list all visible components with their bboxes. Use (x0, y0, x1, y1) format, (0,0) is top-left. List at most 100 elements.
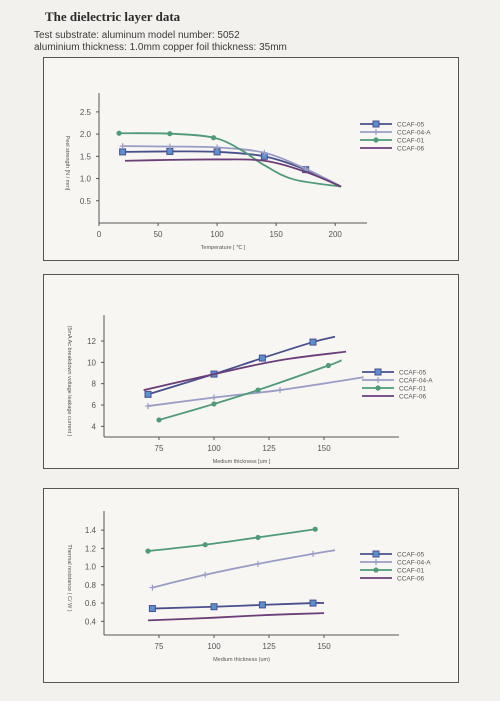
legend-marker-ccaf-04-a (373, 559, 379, 565)
data-point-ccaf-01 (255, 534, 261, 541)
data-point-ccaf-01 (145, 548, 151, 554)
data-point-ccaf-04-a (261, 149, 268, 156)
legend-marker-ccaf-04-a (375, 377, 381, 383)
legend-label: CCAF-04-A (397, 130, 431, 137)
y-tick-label: 2.5 (80, 108, 92, 117)
data-point-ccaf-05 (309, 599, 317, 607)
x-tick-label: 100 (207, 642, 221, 651)
x-tick-label: 0 (97, 230, 102, 239)
y-tick-label: 1.0 (85, 563, 97, 572)
x-axis-label: Temperature [ ℃ ] (201, 245, 246, 251)
legend-marker-ccaf-01 (375, 385, 381, 391)
data-point-ccaf-01 (325, 362, 331, 369)
panel-peel-strength: 0.5 1.0 1.5 2.0 2.5 0 50 100 150 200 Temperature [… (43, 57, 459, 261)
legend-marker-ccaf-05 (372, 550, 380, 558)
y-tick-label: 2.0 (80, 130, 92, 139)
x-tick-label: 150 (317, 642, 331, 651)
series-line-ccaf-04-a (152, 549, 336, 589)
legend-label: CCAF-04-A (399, 378, 433, 385)
y-tick-label: 10 (87, 358, 96, 367)
legend-label: CCAF-06 (397, 576, 424, 583)
legend-marker-ccaf-05 (374, 368, 382, 376)
data-point-ccaf-05 (258, 601, 266, 609)
x-tick-label: 200 (329, 230, 343, 239)
x-tick-label: 100 (210, 230, 224, 239)
data-point-ccaf-04-a (202, 571, 209, 578)
data-point-ccaf-04-a (149, 584, 156, 591)
legend-label: CCAF-06 (397, 146, 424, 153)
data-point-ccaf-05 (258, 354, 266, 362)
series-line-ccaf-01 (147, 528, 316, 552)
legend-label: CCAF-05 (397, 552, 424, 559)
y-tick-label: 1.0 (80, 175, 92, 184)
data-point-ccaf-01 (156, 417, 162, 423)
y-axis-label: Peel strength [N / mm] (64, 136, 70, 191)
page-title: The dielectric layer data (45, 9, 181, 24)
data-point-ccaf-04-a (145, 403, 151, 410)
legend-label: CCAF-05 (399, 370, 426, 377)
y-tick-label: 0.5 (80, 197, 92, 206)
x-tick-label: 150 (269, 230, 283, 239)
data-point-ccaf-04-a (302, 165, 309, 172)
legend-label: CCAF-01 (397, 568, 424, 575)
legend-label: CCAF-05 (397, 122, 424, 129)
data-point-ccaf-04-a (211, 394, 217, 401)
legend-label: CCAF-06 (399, 394, 426, 401)
x-tick-label: 150 (317, 444, 331, 453)
x-tick-label: 125 (262, 642, 276, 651)
x-tick-label: 125 (262, 444, 276, 453)
legend-marker-ccaf-01 (373, 137, 379, 143)
substrate-line: Test substrate: aluminum model number: 5… (34, 30, 240, 41)
data-point-ccaf-05 (144, 390, 152, 398)
legend-marker-ccaf-04-a (373, 129, 379, 135)
y-tick-label: 0.6 (85, 599, 97, 608)
data-point-ccaf-01 (255, 387, 261, 393)
legend-label: CCAF-01 (397, 138, 424, 145)
legend-marker-ccaf-01 (373, 567, 379, 573)
x-tick-label: 100 (207, 444, 221, 453)
data-point-ccaf-04-a (277, 387, 283, 394)
data-point-ccaf-01 (202, 542, 208, 548)
legend-label: CCAF-04-A (397, 560, 431, 567)
y-tick-label: 0.4 (85, 617, 97, 626)
data-point-ccaf-05 (119, 148, 127, 156)
data-point-ccaf-01 (116, 130, 122, 136)
breakdown-voltage-chart: 4 6 8 10 12 75 100 125 150 Medium thickness [um ]… (66, 315, 433, 465)
data-point-ccaf-05 (309, 338, 317, 346)
panel-breakdown-voltage: 4 6 8 10 12 75 100 125 150 Medium thickness [um ]… (43, 274, 459, 469)
y-axis-label: (5mA Ac breakdown voltage leakage curren… (66, 326, 72, 437)
data-point-ccaf-04-a (255, 560, 261, 567)
data-point-ccaf-01 (210, 135, 217, 141)
data-point-ccaf-04-a (214, 144, 221, 151)
y-tick-label: 4 (92, 422, 97, 431)
series-line-ccaf-06 (147, 612, 325, 622)
y-tick-label: 0.8 (85, 581, 97, 590)
thickness-line: aluminium thickness: 1.0mm copper foil t… (34, 42, 287, 53)
data-point-ccaf-04-a (166, 143, 173, 150)
peel-strength-chart: 0.5 1.0 1.5 2.0 2.5 0 50 100 150 200 Temperature [… (64, 93, 431, 251)
x-axis-label: Medium thickness [um ] (213, 459, 271, 465)
y-tick-label: 12 (87, 337, 96, 346)
series-line-ccaf-06 (124, 158, 342, 188)
y-tick-label: 6 (92, 401, 97, 410)
y-tick-label: 1.5 (80, 152, 92, 161)
series-line-ccaf-01 (158, 359, 342, 421)
legend-label: CCAF-01 (399, 386, 426, 393)
x-axis-label: Medium thickness (um) (213, 657, 270, 663)
x-tick-label: 75 (155, 642, 164, 651)
x-tick-label: 75 (155, 444, 164, 453)
y-tick-label: 1.2 (85, 544, 97, 553)
data-point-ccaf-04-a (119, 143, 126, 150)
data-point-ccaf-05 (148, 605, 156, 613)
data-point-ccaf-05 (210, 603, 218, 611)
x-tick-label: 50 (154, 230, 163, 239)
data-point-ccaf-01 (312, 526, 318, 532)
y-tick-label: 8 (92, 380, 97, 389)
data-point-ccaf-01 (211, 401, 217, 407)
panel-thermal-resistance: 0.4 0.6 0.8 1.0 1.2 1.4 75 100 125 150 Medium thic… (43, 488, 459, 683)
series-line-ccaf-06 (143, 350, 347, 391)
series-line-ccaf-05 (152, 602, 325, 610)
y-axis-label: Thermal resistance ( C/ W ) (66, 544, 72, 611)
data-point-ccaf-04-a (310, 550, 316, 557)
y-tick-label: 1.4 (85, 526, 97, 535)
